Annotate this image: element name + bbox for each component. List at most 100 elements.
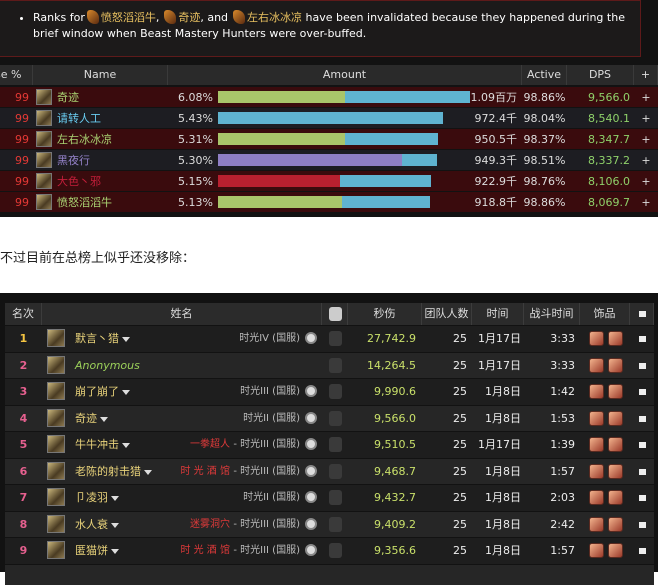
amount: 922.9千 [474, 175, 518, 188]
dropdown-arrow[interactable] [100, 416, 108, 422]
expand-button[interactable]: + [641, 91, 651, 104]
raid-size: 25 [453, 385, 467, 398]
player-name[interactable]: 大色丶邪 [57, 175, 101, 188]
active: 98.86% [523, 91, 566, 104]
flag-icon[interactable] [639, 362, 646, 369]
flag-icon[interactable] [639, 389, 646, 395]
expand-button[interactable]: + [641, 154, 651, 167]
dps: 9,409.2 [374, 517, 416, 531]
notice-item: Ranks for 愤怒滔滔牛, 奇迹, and 左右冰冰凉 have been in… [33, 10, 632, 42]
player-name[interactable]: 奇迹 [57, 91, 79, 104]
column-header: 名次 [5, 303, 42, 325]
dps: 8,106.0 [588, 175, 630, 188]
flag-icon[interactable] [639, 468, 646, 475]
video-icon [329, 331, 342, 346]
guild-separator: - [233, 545, 237, 556]
flag-icon[interactable] [639, 521, 646, 528]
flag-icon[interactable] [639, 548, 646, 554]
parse: 99 [15, 175, 29, 188]
dropdown-arrow[interactable] [122, 337, 130, 342]
duration: 1:53 [550, 411, 575, 425]
dropdown-arrow[interactable] [122, 390, 130, 395]
realm-icon [305, 332, 317, 344]
dps: 9,432.7 [374, 491, 416, 504]
amount-bar [340, 175, 432, 187]
amount-bar [341, 196, 431, 208]
dropdown-arrow[interactable] [111, 522, 119, 528]
player-name[interactable]: 老陈的射击猎 [75, 464, 141, 478]
expand-button[interactable]: + [641, 175, 651, 188]
player-name[interactable]: 卩凌羽 [75, 491, 108, 504]
class-icon [47, 355, 65, 374]
trinket [589, 410, 604, 426]
amount-bar [218, 91, 345, 103]
class-icon [47, 435, 65, 453]
rank: 1 [19, 332, 28, 345]
player-name[interactable]: 水人衰 [75, 517, 108, 531]
flag-icon[interactable] [639, 415, 646, 422]
date: 1月17日 [478, 358, 521, 372]
notice: Ranks for 愤怒滔滔牛, 奇迹, and 左右冰冰凉 have been in… [0, 0, 641, 57]
class-icon [47, 541, 65, 559]
class-icon [36, 173, 52, 189]
date: 1月8日 [485, 517, 521, 531]
amount-bar [344, 91, 470, 103]
flag-icon[interactable] [639, 495, 646, 501]
trinket [589, 357, 604, 373]
duration: 1:42 [550, 385, 575, 398]
player-name[interactable]: 匿猫饼 [75, 544, 108, 557]
raid-size: 25 [453, 491, 467, 504]
video-icon [329, 490, 342, 505]
guild-separator: - [233, 518, 237, 530]
dps: 8,540.1 [588, 112, 630, 125]
dropdown-arrow[interactable] [111, 496, 119, 501]
video-icon [329, 307, 342, 321]
class-icon [47, 329, 65, 347]
notice-name: 愤怒滔滔牛 [100, 11, 156, 24]
video-icon [329, 410, 342, 426]
active: 98.76% [523, 175, 566, 188]
trinket [589, 384, 604, 399]
server: 时光III (国服) [240, 518, 300, 530]
player-name[interactable]: 左右冰冰凉 [57, 133, 112, 146]
guild: 时 光 酒 馆 [180, 465, 230, 477]
player-name[interactable]: 请转人工 [57, 112, 101, 125]
player-name[interactable]: 黑夜行 [57, 154, 90, 167]
dps: 27,742.9 [367, 332, 416, 345]
expand-button[interactable]: + [641, 112, 651, 125]
dps: 9,510.5 [374, 438, 416, 451]
rank: 2 [19, 358, 28, 372]
class-icon [47, 514, 65, 533]
player-name[interactable]: 崩了崩了 [75, 385, 119, 398]
video-icon [329, 463, 342, 479]
class-icon [47, 408, 65, 427]
guild: 迷雾洞穴 [190, 518, 230, 530]
notice-text: Ranks for [33, 11, 85, 24]
dropdown-arrow[interactable] [111, 549, 119, 554]
dps: 9,468.7 [374, 464, 416, 478]
server: 时光III (国服) [240, 386, 300, 397]
expand-button[interactable]: + [641, 133, 651, 146]
player-name[interactable]: 牛牛冲击 [75, 438, 119, 451]
date: 1月8日 [485, 385, 521, 398]
player-name[interactable]: 奇迹 [75, 411, 97, 425]
expand-button[interactable]: + [641, 196, 651, 209]
column-header: + [634, 65, 658, 85]
amount: 950.5千 [474, 133, 518, 146]
player-name[interactable]: 愤怒滔滔牛 [57, 196, 112, 209]
notice-list: Ranks for 愤怒滔滔牛, 奇迹, and 左右冰冰凉 have been in… [21, 10, 632, 42]
amount-bar [344, 133, 438, 145]
dropdown-arrow[interactable] [144, 469, 152, 475]
percent: 6.08% [178, 91, 213, 104]
rank: 6 [19, 464, 28, 478]
notice-sep: , [155, 11, 160, 24]
flag-icon[interactable] [639, 442, 646, 448]
player-name[interactable]: 默言丶猎 [75, 332, 119, 345]
player-name[interactable]: Anonymous [75, 358, 140, 372]
guild: 时 光 酒 馆 [180, 545, 230, 556]
column-header: rse % [0, 65, 33, 85]
dropdown-arrow[interactable] [122, 443, 130, 448]
duration: 1:57 [550, 464, 575, 478]
raid-size: 25 [453, 544, 467, 557]
flag-icon[interactable] [639, 336, 646, 342]
